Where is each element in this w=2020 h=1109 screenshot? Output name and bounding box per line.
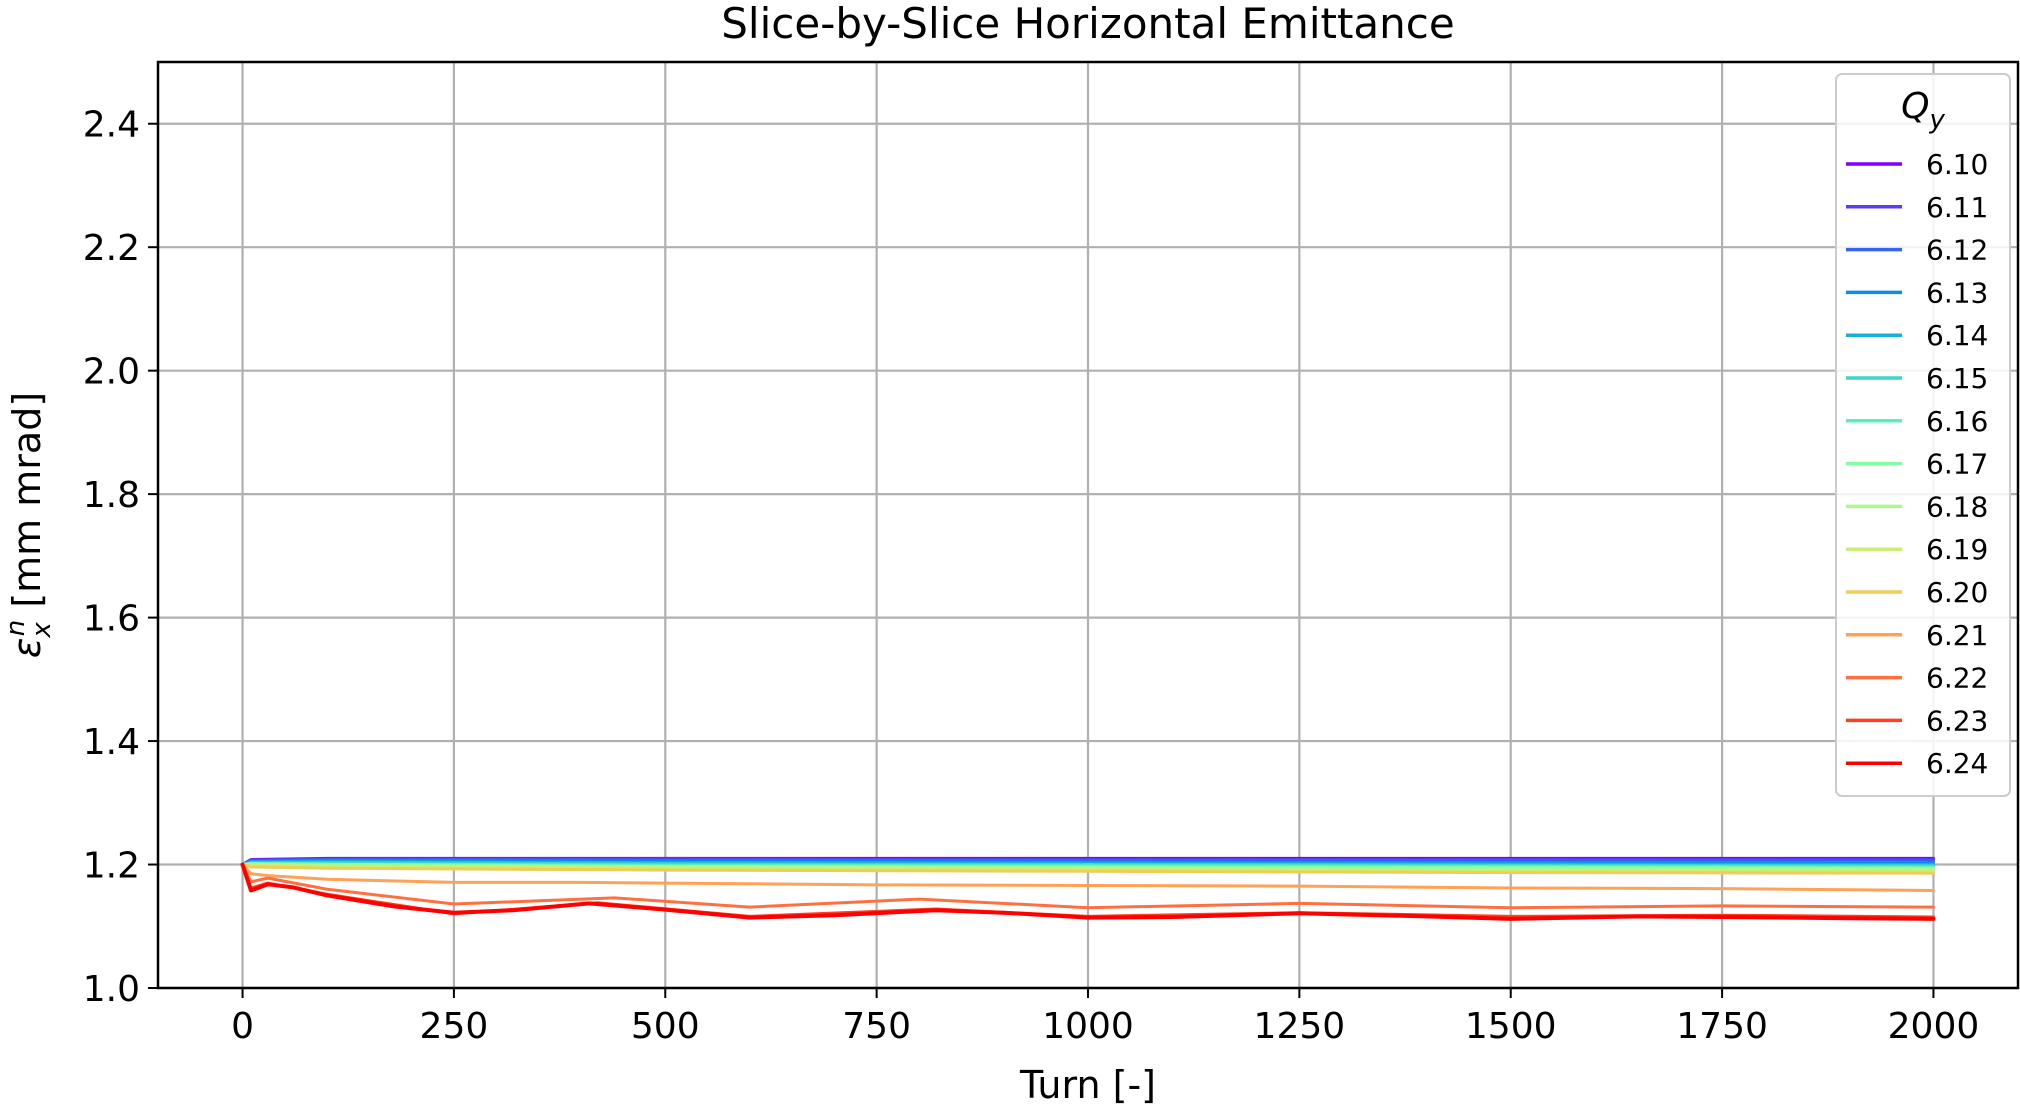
- x-tick-label: 2000: [1888, 1006, 1980, 1047]
- legend-label: 6.15: [1926, 362, 1988, 395]
- chart-title: Slice-by-Slice Horizontal Emittance: [721, 0, 1454, 48]
- series-line-6-24: [240, 862, 1936, 921]
- legend-label: 6.12: [1926, 234, 1988, 267]
- legend-item: 6.18: [1846, 490, 1988, 523]
- legend-label: 6.18: [1926, 490, 1988, 523]
- x-axis-ticks: 0 250 500 750 1000 1250 1500 1750 2000: [231, 988, 1979, 1047]
- y-tick-label: 2.0: [83, 352, 140, 393]
- x-tick-label: 1000: [1042, 1006, 1134, 1047]
- y-tick-label: 1.4: [83, 722, 140, 763]
- legend: Qy 6.106.116.126.136.146.156.166.176.186…: [1835, 73, 2011, 797]
- legend-label: 6.17: [1926, 448, 1988, 481]
- legend-items: 6.10 6.11 6.12 6.13 6.14 6.15 6.16 6.17 6.18 6.19…: [1846, 148, 1988, 780]
- legend-item: 6.24: [1846, 747, 1988, 780]
- legend-label: 6.14: [1926, 319, 1988, 352]
- y-axis-label-symbol: ε: [5, 638, 49, 659]
- x-tick-label: 1250: [1254, 1006, 1346, 1047]
- legend-title-sub: y: [1928, 105, 1945, 135]
- legend-item: 6.14: [1846, 319, 1988, 352]
- legend-label: 6.16: [1926, 405, 1988, 438]
- y-tick-label: 2.4: [83, 105, 140, 146]
- y-axis-ticks: 1.0 1.2 1.4 1.6 1.8 2.0 2.2 2.4: [83, 105, 158, 1010]
- legend-item: 6.23: [1846, 704, 1988, 737]
- y-axis-label: εxn [mm mrad]: [1, 392, 57, 658]
- y-axis-label-sub: x: [27, 622, 57, 639]
- x-axis-label: Turn [-]: [1019, 1063, 1156, 1107]
- legend-item: 6.10: [1846, 148, 1988, 181]
- y-tick-label: 1.8: [83, 475, 140, 516]
- legend-item: 6.15: [1846, 362, 1988, 395]
- y-tick-label: 1.2: [83, 846, 140, 887]
- legend-item: 6.22: [1846, 662, 1988, 695]
- legend-item: 6.11: [1846, 191, 1988, 224]
- series-line-6-22: [241, 863, 1935, 910]
- legend-label: 6.11: [1926, 191, 1988, 224]
- y-tick-label: 1.6: [83, 599, 140, 640]
- x-tick-label: 0: [231, 1006, 254, 1047]
- legend-item: 6.13: [1846, 276, 1988, 309]
- x-tick-label: 250: [420, 1006, 489, 1047]
- legend-label: 6.23: [1926, 704, 1988, 737]
- legend-label: 6.24: [1926, 747, 1988, 780]
- series-line-6-20: [241, 863, 1935, 875]
- legend-label: 6.21: [1926, 619, 1988, 652]
- legend-title: Qy: [1901, 86, 1945, 135]
- legend-label: 6.10: [1926, 148, 1988, 181]
- y-tick-label: 1.0: [83, 969, 140, 1010]
- legend-box: [1835, 73, 2011, 797]
- legend-label: 6.13: [1926, 276, 1988, 309]
- x-tick-label: 1750: [1676, 1006, 1768, 1047]
- legend-item: 6.21: [1846, 619, 1988, 652]
- legend-item: 6.16: [1846, 405, 1988, 438]
- legend-item: 6.12: [1846, 234, 1988, 267]
- legend-label: 6.20: [1926, 576, 1988, 609]
- legend-title-main: Q: [1901, 86, 1929, 127]
- legend-label: 6.19: [1926, 533, 1988, 566]
- y-axis-label-sup: n: [1, 620, 31, 636]
- legend-label: 6.22: [1926, 662, 1988, 695]
- y-tick-label: 2.2: [83, 228, 140, 269]
- y-axis-label-unit: [mm mrad]: [5, 392, 49, 620]
- series-line-6-19: [241, 863, 1935, 873]
- legend-item: 6.19: [1846, 533, 1988, 566]
- x-tick-label: 1500: [1465, 1006, 1557, 1047]
- series-line-6-21: [241, 863, 1935, 892]
- series-lines: [240, 856, 1936, 921]
- legend-item: 6.17: [1846, 448, 1988, 481]
- legend-item: 6.20: [1846, 576, 1988, 609]
- x-tick-label: 750: [842, 1006, 911, 1047]
- x-tick-label: 500: [631, 1006, 700, 1047]
